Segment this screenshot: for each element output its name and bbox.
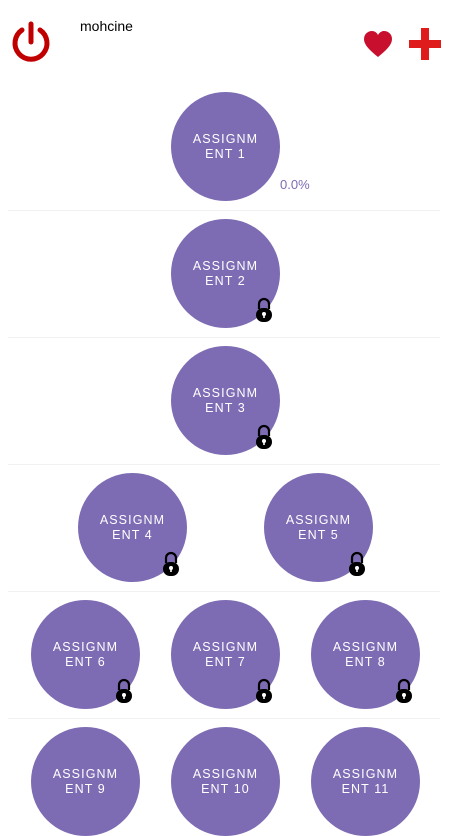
assignment-9-button[interactable]: ASSIGNMENT 9	[31, 727, 140, 836]
assignment-label: ASSIGNMENT 8	[332, 639, 399, 669]
assignment-1-button[interactable]: ASSIGNMENT 1	[171, 92, 280, 201]
assignment-label: ASSIGNMENT 7	[192, 639, 259, 669]
assignment-1-progress: 0.0%	[280, 177, 310, 192]
lock-icon	[256, 424, 272, 449]
username-label: mohcine	[80, 18, 133, 34]
plus-icon[interactable]	[407, 26, 443, 62]
assignment-label: ASSIGNMENT 9	[52, 766, 119, 796]
assignment-label: ASSIGNMENT 4	[99, 512, 166, 542]
power-icon[interactable]	[9, 20, 53, 64]
assignment-8-button[interactable]: ASSIGNMENT 8	[311, 600, 420, 709]
row-separator	[8, 464, 440, 465]
assignment-label: ASSIGNMENT 10	[192, 766, 259, 796]
assignment-label: ASSIGNMENT 5	[285, 512, 352, 542]
row-separator	[8, 210, 440, 211]
assignment-11-button[interactable]: ASSIGNMENT 11	[311, 727, 420, 836]
lock-icon	[256, 297, 272, 322]
assignment-label: ASSIGNMENT 11	[332, 766, 399, 796]
lock-icon	[256, 678, 272, 703]
assignment-10-button[interactable]: ASSIGNMENT 10	[171, 727, 280, 836]
row-separator	[8, 337, 440, 338]
assignment-label: ASSIGNMENT 3	[192, 385, 259, 415]
row-separator	[8, 591, 440, 592]
row-separator	[8, 718, 440, 719]
assignment-label: ASSIGNMENT 1	[192, 131, 259, 161]
top-bar: mohcine	[0, 0, 450, 80]
lock-icon	[349, 551, 365, 576]
lock-icon	[163, 551, 179, 576]
assignment-label: ASSIGNMENT 6	[52, 639, 119, 669]
heart-icon[interactable]	[363, 30, 393, 58]
lock-icon	[116, 678, 132, 703]
assignment-label: ASSIGNMENT 2	[192, 258, 259, 288]
lock-icon	[396, 678, 412, 703]
